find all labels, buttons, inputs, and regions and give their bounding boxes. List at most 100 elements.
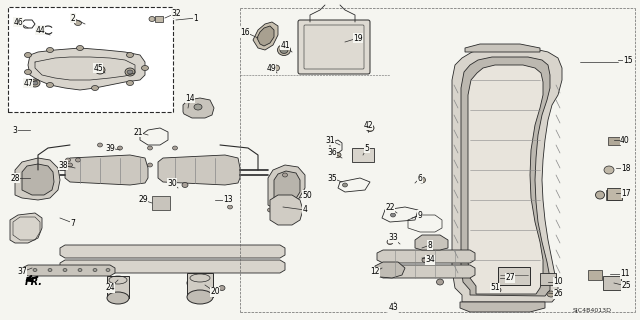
Ellipse shape [280,46,288,53]
Ellipse shape [182,182,188,188]
Ellipse shape [366,124,374,132]
Text: 45: 45 [93,63,103,73]
Text: 47: 47 [23,78,33,87]
Text: 5: 5 [365,143,369,153]
Ellipse shape [436,279,444,285]
Text: SJC4B4013D: SJC4B4013D [573,308,612,313]
Text: 50: 50 [302,190,312,199]
Polygon shape [183,98,214,118]
Text: 40: 40 [620,135,630,145]
Text: 21: 21 [133,127,143,137]
Ellipse shape [273,65,280,71]
Ellipse shape [97,143,102,147]
Polygon shape [415,235,448,250]
Text: 32: 32 [171,9,181,18]
Ellipse shape [106,268,110,271]
Polygon shape [60,245,285,258]
Text: 33: 33 [388,234,398,243]
Text: 51: 51 [490,284,500,292]
Ellipse shape [147,163,152,167]
Ellipse shape [335,153,341,157]
Ellipse shape [604,166,614,174]
Bar [187,273,213,297]
Text: 41: 41 [280,41,290,50]
Text: 27: 27 [505,274,515,283]
Ellipse shape [127,81,134,85]
Text: 34: 34 [425,255,435,265]
Text: 28: 28 [10,173,20,182]
Bar [603,276,621,290]
Text: 31: 31 [325,135,335,145]
Ellipse shape [278,44,291,55]
Ellipse shape [95,66,105,74]
Ellipse shape [32,81,38,85]
Ellipse shape [149,17,155,21]
Ellipse shape [47,47,54,52]
Bar [608,137,620,145]
Polygon shape [60,260,285,273]
Text: 12: 12 [371,268,380,276]
Ellipse shape [422,258,428,262]
Bar [155,16,163,22]
Ellipse shape [24,69,31,75]
Text: FR.: FR. [25,277,43,287]
Ellipse shape [63,268,67,271]
Polygon shape [465,44,540,52]
Ellipse shape [67,163,72,167]
Text: 42: 42 [363,121,373,130]
Polygon shape [468,65,543,294]
Text: 13: 13 [223,196,233,204]
Text: 22: 22 [385,204,395,212]
Ellipse shape [107,292,129,304]
Polygon shape [10,213,42,243]
Text: 39: 39 [105,143,115,153]
Text: 36: 36 [327,148,337,156]
Ellipse shape [141,66,148,70]
Text: 6: 6 [417,173,422,182]
Bar [107,276,129,298]
Ellipse shape [107,279,129,291]
Text: 19: 19 [353,34,363,43]
Polygon shape [65,155,148,185]
Bar [152,196,170,210]
Text: 49: 49 [266,63,276,73]
Ellipse shape [268,208,273,212]
Ellipse shape [48,268,52,271]
Ellipse shape [342,183,348,187]
Polygon shape [257,26,274,46]
Polygon shape [253,22,278,50]
Polygon shape [158,155,240,185]
Polygon shape [28,48,145,90]
Ellipse shape [30,79,40,87]
Polygon shape [375,262,405,278]
Text: 9: 9 [417,211,422,220]
Ellipse shape [74,20,81,26]
Ellipse shape [127,70,133,74]
Ellipse shape [387,239,393,244]
Text: 14: 14 [185,93,195,102]
Polygon shape [22,164,54,195]
Polygon shape [460,302,545,312]
Ellipse shape [92,85,99,91]
Text: 10: 10 [553,277,563,286]
Ellipse shape [187,290,213,304]
Ellipse shape [33,268,37,271]
Text: 15: 15 [623,55,633,65]
Ellipse shape [76,158,81,162]
Text: 1: 1 [194,13,198,22]
Text: 44: 44 [35,26,45,35]
Text: 37: 37 [17,268,27,276]
Bar [498,267,530,285]
Polygon shape [452,48,562,302]
Text: 43: 43 [388,303,398,313]
Text: 30: 30 [167,179,177,188]
Ellipse shape [77,45,83,51]
Ellipse shape [282,173,287,177]
Polygon shape [377,250,475,263]
Bar [540,273,556,285]
Bar [352,148,374,162]
Text: 24: 24 [105,284,115,292]
Ellipse shape [147,146,152,150]
Ellipse shape [24,52,31,58]
Polygon shape [15,158,60,200]
